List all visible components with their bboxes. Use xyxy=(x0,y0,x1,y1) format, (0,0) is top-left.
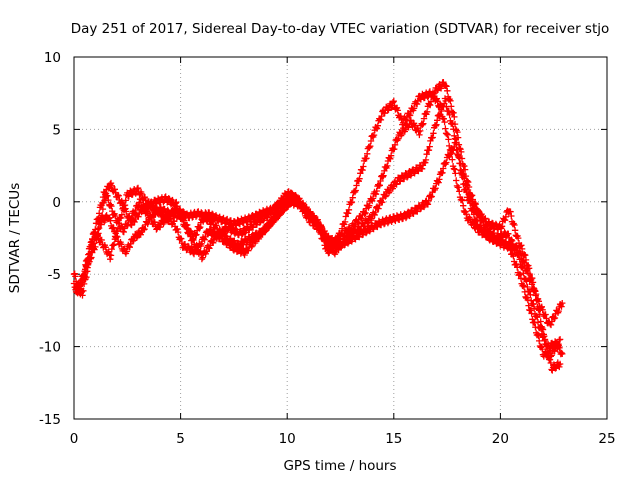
series-markers xyxy=(75,139,566,329)
x-axis-label: GPS time / hours xyxy=(283,458,396,474)
plot-frame xyxy=(73,56,608,420)
x-tick-labels: 0 5 10 15 20 25 xyxy=(70,431,616,447)
series-markers xyxy=(70,79,566,358)
y-tick-label: 5 xyxy=(52,122,61,138)
y-tick-label: -10 xyxy=(39,340,61,356)
x-tick-label: 20 xyxy=(492,431,509,447)
x-tick-label: 5 xyxy=(176,431,185,447)
y-tick-label: 0 xyxy=(52,195,61,211)
y-tick-label: -5 xyxy=(48,267,61,283)
x-tick-label: 15 xyxy=(385,431,402,447)
x-tick-label: 25 xyxy=(598,431,615,447)
y-tick-labels: -15 -10 -5 0 5 10 xyxy=(39,50,61,428)
x-tick-label: 10 xyxy=(279,431,296,447)
series-track-4 xyxy=(75,139,566,329)
y-tick-label: -15 xyxy=(39,412,61,428)
chart-title: Day 251 of 2017, Sidereal Day-to-day VTE… xyxy=(71,21,610,37)
x-tick-label: 0 xyxy=(70,431,79,447)
series-track-2 xyxy=(70,79,566,358)
data-series xyxy=(70,79,566,374)
y-tick-label: 10 xyxy=(44,50,61,66)
y-axis-label: SDTVAR / TECUs xyxy=(7,183,23,293)
